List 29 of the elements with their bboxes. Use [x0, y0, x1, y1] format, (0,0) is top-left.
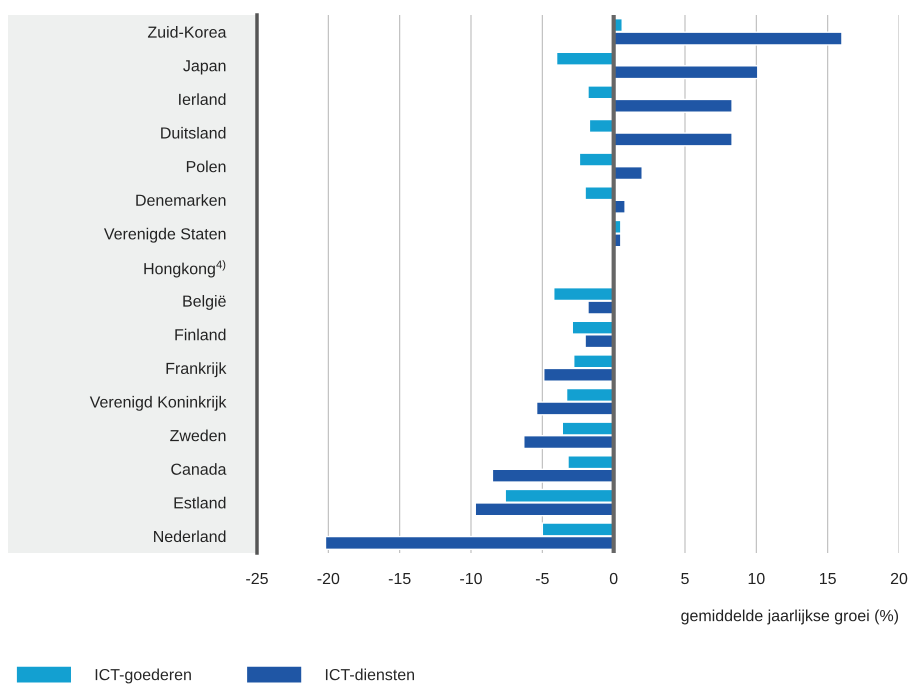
- x-tick-label: -15: [388, 573, 411, 584]
- x-tick-label: 10: [748, 572, 765, 584]
- legend-label: ICT-diensten: [326, 668, 414, 680]
- y-tick-label: Nederland: [154, 530, 226, 542]
- x-tick-label: -25: [246, 572, 268, 584]
- y-tick-label: Duitsland: [161, 126, 226, 139]
- x-axis-title: gemiddelde jaarlijkse groei (%): [681, 610, 898, 624]
- x-tick-label: 0: [610, 572, 618, 584]
- y-tick-label: Finland: [175, 328, 226, 340]
- x-tick-label: -5: [536, 573, 549, 584]
- y-tick-label: Zuid-Korea: [148, 26, 226, 38]
- y-tick-label: Verenigd Koninkrijk: [90, 396, 226, 411]
- x-tick-label: 15: [820, 573, 836, 584]
- y-tick-label: Canada: [171, 463, 226, 475]
- y-tick-label: Denemarken: [136, 194, 226, 206]
- y-tick-label: Frankrijk: [166, 362, 226, 378]
- y-tick-label: Hongkong$^{4)}$: [144, 260, 226, 278]
- y-tick-label: Verenigde Staten: [104, 228, 226, 243]
- x-tick-label: -10: [460, 572, 482, 584]
- legend-label: ICT-goederen: [96, 668, 191, 684]
- y-tick-label: Ierland: [179, 93, 226, 106]
- y-tick-label: Zweden: [170, 430, 226, 442]
- x-tick-label: 5: [681, 573, 689, 584]
- x-tick-label: -20: [318, 572, 340, 584]
- y-tick-label: België: [183, 295, 226, 310]
- y-tick-label: Japan: [183, 60, 226, 75]
- y-tick-label: Estland: [174, 496, 226, 509]
- y-tick-label: Polen: [186, 160, 226, 172]
- x-tick-label: 20: [890, 572, 908, 584]
